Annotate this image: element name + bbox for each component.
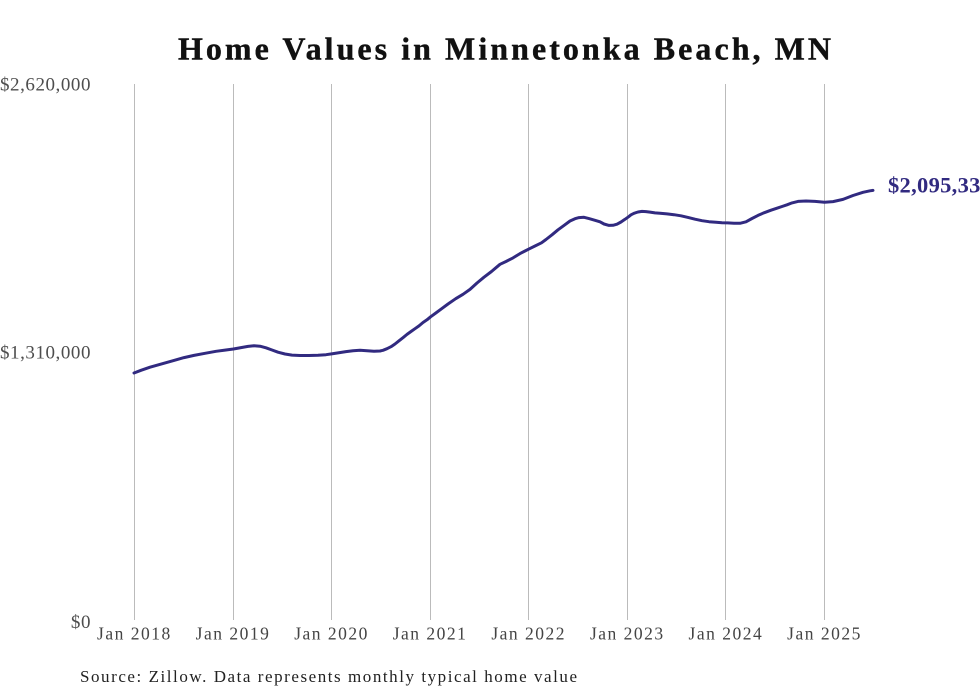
svg-text:Jan 2022: Jan 2022 [491,624,566,644]
svg-text:$1,310,000: $1,310,000 [0,343,91,364]
svg-text:Jan 2024: Jan 2024 [689,624,764,644]
svg-text:Jan 2020: Jan 2020 [294,624,369,644]
svg-text:Jan 2019: Jan 2019 [196,624,271,644]
svg-text:Jan 2018: Jan 2018 [97,624,172,644]
svg-text:$2,095,334: $2,095,334 [888,173,980,198]
svg-text:Source: Zillow. Data represent: Source: Zillow. Data represents monthly … [80,667,579,686]
svg-text:Jan 2023: Jan 2023 [590,624,665,644]
svg-text:Jan 2025: Jan 2025 [787,624,862,644]
svg-text:$0: $0 [71,612,91,633]
svg-text:Jan 2021: Jan 2021 [393,624,468,644]
svg-text:Home Values in Minnetonka Beac: Home Values in Minnetonka Beach, MN [178,31,834,67]
svg-text:$2,620,000: $2,620,000 [0,75,91,96]
